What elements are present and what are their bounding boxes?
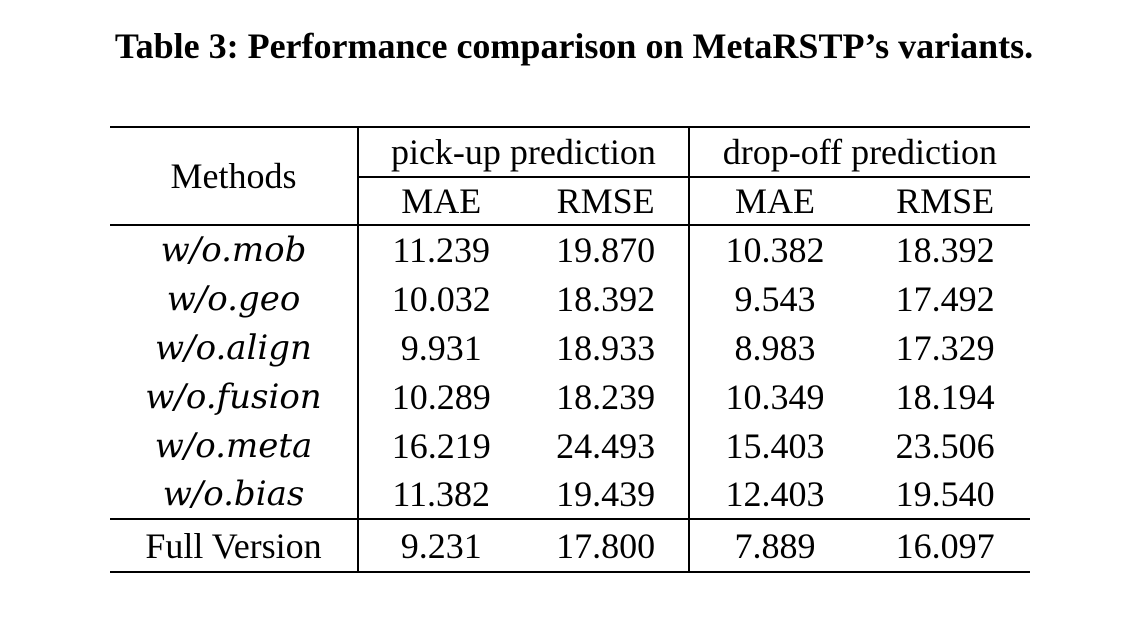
results-table: Methods pick-up prediction drop-off pred… (110, 126, 1030, 573)
table-caption: Table 3: Performance comparison on MetaR… (114, 26, 1034, 66)
table-cell: 15.403 (725, 425, 825, 466)
metric-header: RMSE (896, 181, 995, 221)
method-name: w/o.geo (110, 274, 359, 323)
method-name: w/o.mob (110, 225, 359, 274)
metric-header: MAE (401, 181, 482, 221)
table-cell: 18.392 (523, 274, 690, 323)
table-cell: 16.219 (391, 425, 491, 466)
table-cell: 9.231 (358, 518, 524, 572)
table-cell: 11.239 (392, 230, 491, 270)
table-cell: 23.506 (895, 425, 995, 466)
table-row: w/o.fusion 10.289 18.239 10.349 18.194 (110, 372, 1030, 421)
table-cell: 18.194 (895, 376, 995, 417)
table-cell: 19.540 (895, 474, 995, 514)
table-row: w/o.mob 11.239 19.870 10.382 18.392 (110, 225, 1030, 274)
metric-header-row: MAE RMSE MAE RMSE (110, 177, 1030, 225)
table-cell: 16.097 (860, 518, 1030, 572)
table-row: w/o.geo 10.032 18.392 9.543 17.492 (110, 274, 1030, 323)
dropoff-group-header: drop-off prediction (688, 127, 1030, 178)
full-version-row: Full Version 9.231 17.800 7.889 16.097 (110, 518, 1030, 572)
table-cell: 9.543 (734, 278, 816, 319)
table-header-row: Methods pick-up prediction drop-off pred… (110, 127, 1030, 225)
table-row: w/o.align 9.931 18.933 8.983 17.329 (110, 323, 1030, 372)
table-cell: 7.889 (688, 518, 861, 572)
metric-header: MAE (735, 181, 816, 221)
table-cell: 17.800 (523, 518, 690, 572)
metric-header: RMSE (523, 177, 690, 225)
table-cell: 10.032 (391, 278, 491, 319)
table-cell: 12.403 (725, 474, 825, 514)
method-name: w/o.bias (110, 470, 359, 519)
table-row: w/o.bias 11.382 19.439 12.403 19.540 (110, 470, 1030, 519)
table-cell: 19.870 (523, 225, 690, 274)
table-cell: 10.382 (725, 230, 825, 270)
table-cell: 18.239 (523, 372, 690, 421)
method-name: w/o.meta (110, 421, 359, 470)
table-cell: 9.931 (400, 327, 482, 368)
method-name: w/o.fusion (110, 372, 359, 421)
table-cell: 10.349 (725, 376, 825, 417)
table-cell: 17.329 (895, 327, 995, 368)
table-cell: 18.933 (523, 323, 690, 372)
table-cell: 17.492 (895, 278, 995, 319)
table-cell: 19.439 (523, 470, 690, 519)
pickup-group-header: pick-up prediction (358, 127, 690, 178)
method-name: Full Version (110, 518, 359, 572)
table-cell: 10.289 (391, 376, 491, 417)
table-cell: 18.392 (895, 230, 995, 270)
table-cell: 24.493 (523, 421, 690, 470)
method-name: w/o.align (110, 323, 359, 372)
table-row: w/o.meta 16.219 24.493 15.403 23.506 (110, 421, 1030, 470)
methods-header: Methods (110, 127, 359, 225)
table-cell: 8.983 (734, 327, 816, 368)
table-cell: 11.382 (392, 474, 491, 514)
